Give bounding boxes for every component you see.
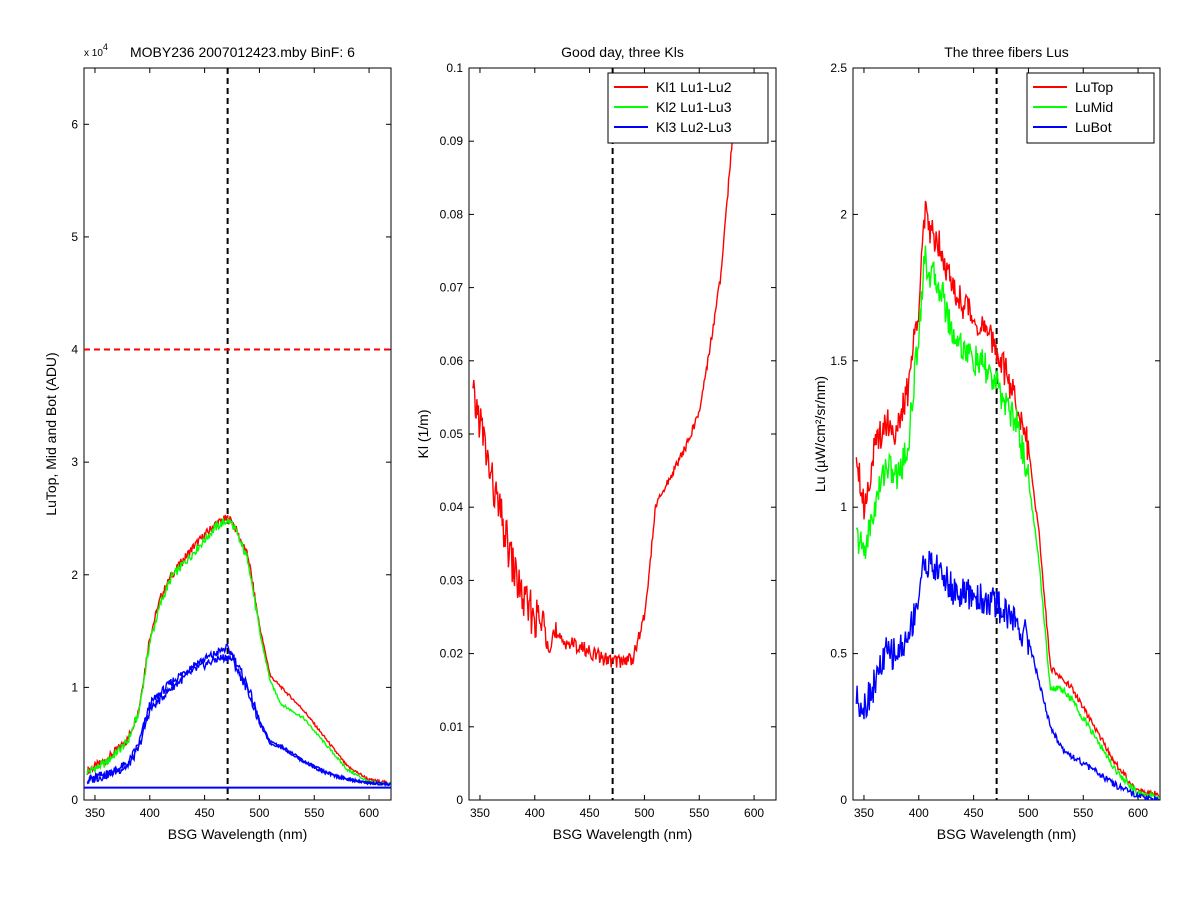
y-tick-label: 0.08 <box>440 207 464 221</box>
y-tick-label: 1 <box>71 680 78 694</box>
x-axis-label: BSG Wavelength (nm) <box>937 826 1077 842</box>
x-tick-label: 500 <box>249 806 269 820</box>
series-line <box>855 245 1160 800</box>
y-tick-label: 0 <box>840 793 847 807</box>
x-tick-label: 600 <box>359 806 379 820</box>
y-tick-label: 0 <box>456 793 463 807</box>
x-tick-label: 400 <box>140 806 160 820</box>
x-tick-label: 550 <box>689 806 709 820</box>
chart-title: MOBY236 2007012423.mby BinF: 6 <box>130 44 355 60</box>
x-axis-label: BSG Wavelength (nm) <box>553 826 693 842</box>
legend-label: LuMid <box>1075 99 1113 115</box>
y-tick-label: 0.06 <box>440 354 464 368</box>
y-tick-label: 0.1 <box>446 61 463 75</box>
legend: LuTop LuMid LuBot <box>1026 72 1155 144</box>
y-tick-label: 0.05 <box>440 427 464 441</box>
legend-label: Kl2 Lu1-Lu3 <box>656 99 732 115</box>
y-exponent-power: 4 <box>103 42 108 52</box>
y-tick-label: 5 <box>71 230 78 244</box>
y-tick-label: 1 <box>840 500 847 514</box>
y-tick-label: 2 <box>840 207 847 221</box>
y-tick-label: 3 <box>71 455 78 469</box>
series-line <box>855 550 1160 800</box>
y-tick-label: 0.5 <box>830 647 847 661</box>
plot-lines <box>84 68 391 800</box>
y-exponent-base: x 10 <box>84 48 103 59</box>
series-line <box>86 653 391 788</box>
y-tick-label: 4 <box>71 343 78 357</box>
x-tick-label: 600 <box>1128 806 1148 820</box>
plot-lines <box>472 68 738 800</box>
legend-label: Kl1 Lu1-Lu2 <box>656 79 732 95</box>
x-tick-label: 550 <box>1073 806 1093 820</box>
y-axis-label: Lu (µW/cm²/sr/nm) <box>812 376 828 492</box>
plot-lines <box>855 68 1160 800</box>
y-axis-label: LuTop, Mid and Bot (ADU) <box>43 352 59 515</box>
plot-area <box>468 67 777 801</box>
x-tick-label: 450 <box>580 806 600 820</box>
panel-kl: 350 400 450 500 550 600 0 0.01 0.02 0.03 0.04 0.05 0… <box>415 44 777 842</box>
chart-title: Good day, three Kls <box>561 44 684 60</box>
y-tick-label: 1.5 <box>830 354 847 368</box>
x-tick-label: 600 <box>744 806 764 820</box>
x-tick-label: 400 <box>525 806 545 820</box>
y-tick-label: 0.01 <box>440 720 464 734</box>
legend-label: Kl3 Lu2-Lu3 <box>656 119 732 135</box>
panel-lu-radiance: 350 400 450 500 550 600 0 0.5 1 1.5 2 2.5 The three … <box>812 44 1161 842</box>
y-tick-label: 2.5 <box>830 61 847 75</box>
legend-label: LuTop <box>1075 79 1113 95</box>
x-tick-label: 500 <box>1018 806 1038 820</box>
legend-label: LuBot <box>1075 119 1112 135</box>
y-exponent-label: x 104 <box>84 42 108 59</box>
y-axis-label: Kl (1/m) <box>415 410 431 459</box>
x-tick-label: 500 <box>634 806 654 820</box>
series-line <box>855 200 1160 798</box>
series-line <box>86 516 391 786</box>
x-tick-label: 450 <box>195 806 215 820</box>
plot-area <box>852 67 1161 801</box>
plot-area <box>83 67 392 801</box>
y-tick-label: 6 <box>71 117 78 131</box>
x-tick-label: 350 <box>470 806 490 820</box>
x-tick-label: 450 <box>964 806 984 820</box>
y-tick-label: 0 <box>71 793 78 807</box>
legend: Kl1 Lu1-Lu2 Kl2 Lu1-Lu3 Kl3 Lu2-Lu3 <box>607 72 769 144</box>
x-tick-label: 550 <box>304 806 324 820</box>
y-tick-label: 2 <box>71 568 78 582</box>
y-tick-label: 0.04 <box>440 500 464 514</box>
y-tick-label: 0.09 <box>440 134 464 148</box>
x-tick-label: 400 <box>909 806 929 820</box>
y-tick-label: 0.02 <box>440 647 464 661</box>
y-tick-label: 0.07 <box>440 281 464 295</box>
x-axis-label: BSG Wavelength (nm) <box>168 826 308 842</box>
chart-title: The three fibers Lus <box>944 44 1069 60</box>
series-line <box>472 75 738 668</box>
y-tick-label: 0.03 <box>440 573 464 587</box>
x-tick-label: 350 <box>854 806 874 820</box>
x-tick-label: 350 <box>85 806 105 820</box>
